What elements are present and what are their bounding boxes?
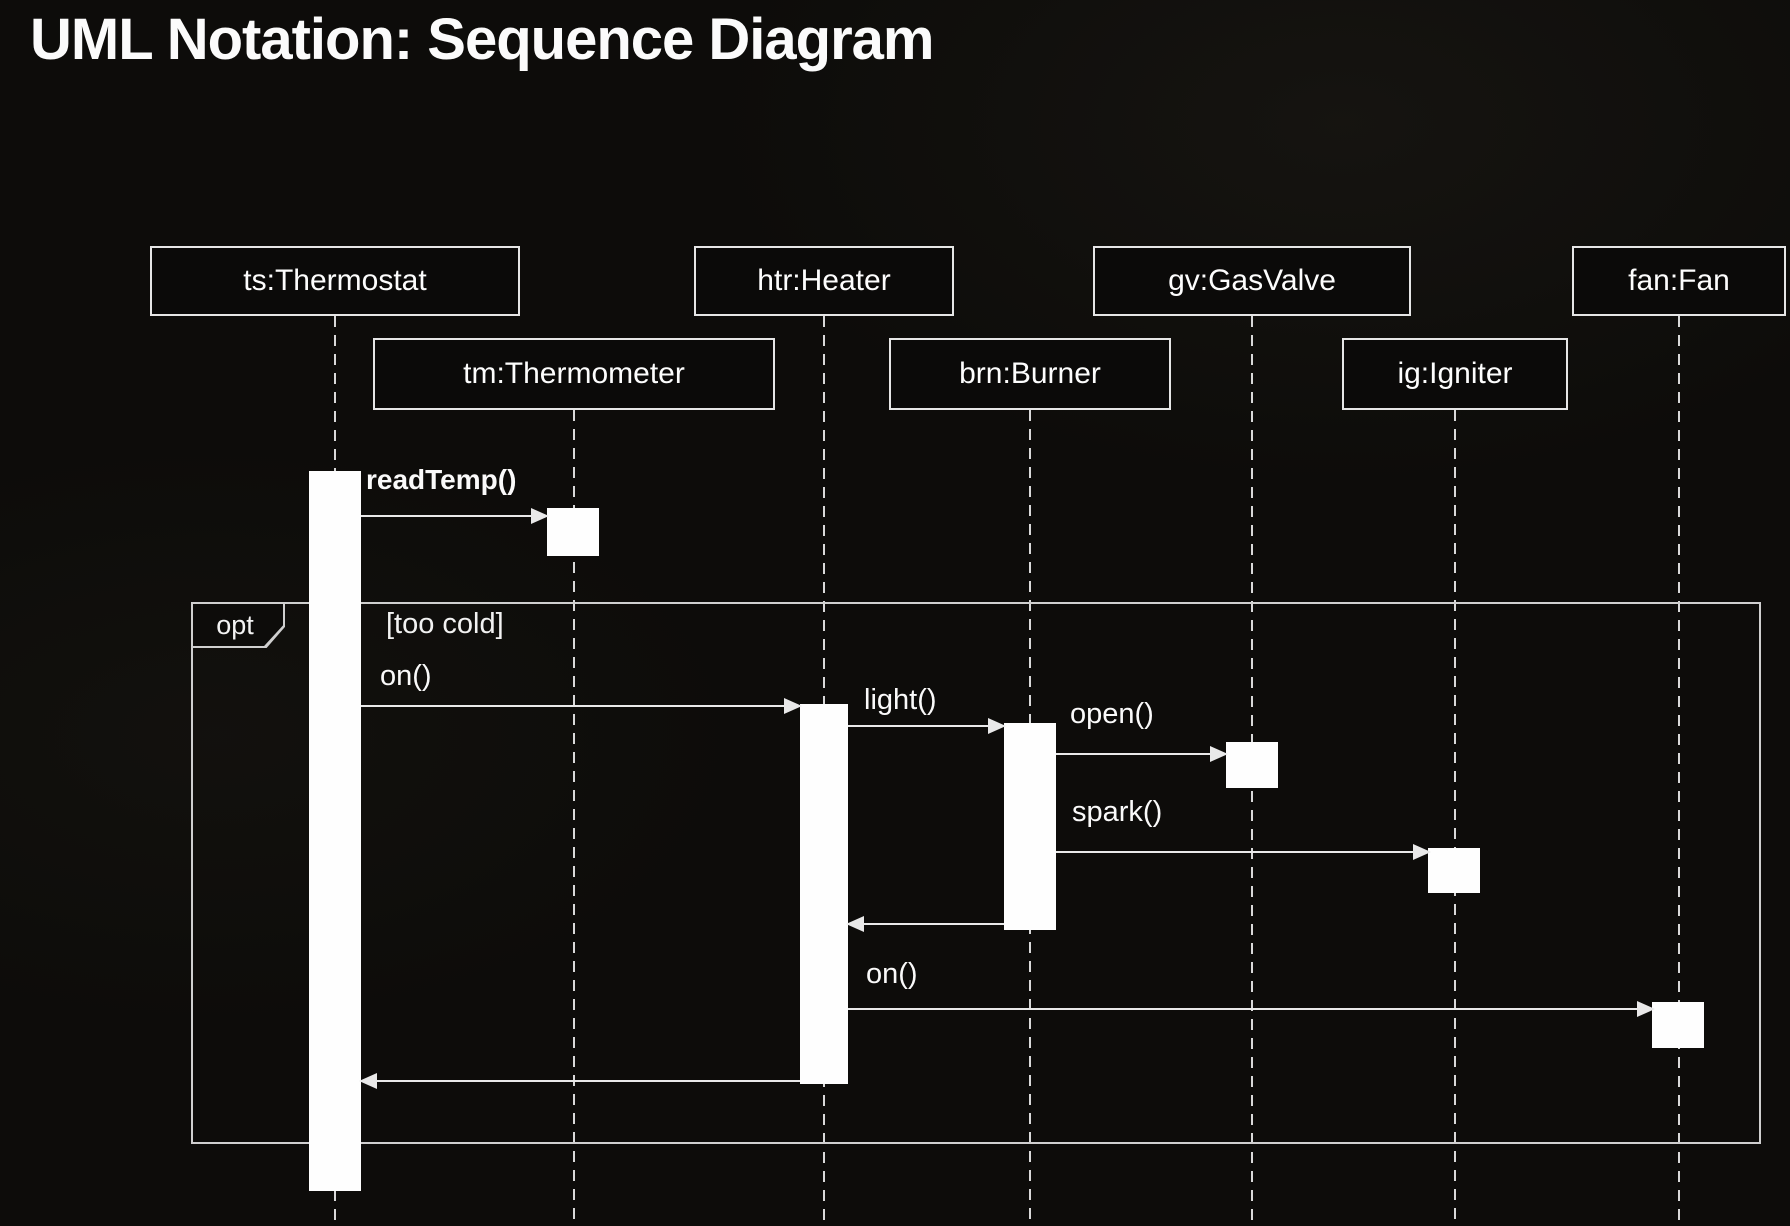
message-label-on-heater: on() — [380, 660, 432, 692]
activation-thermometer — [547, 508, 599, 556]
activation-heater — [800, 704, 848, 1084]
lifeline-label: gv:GasValve — [1168, 264, 1336, 297]
lifeline-header-heater: htr:Heater — [694, 246, 954, 316]
lifeline-label: fan:Fan — [1628, 264, 1730, 297]
arrowhead-right-icon — [1637, 1001, 1655, 1017]
activation-gasvalve — [1226, 742, 1278, 788]
activation-thermostat — [309, 471, 361, 1191]
message-label-spark: spark() — [1072, 796, 1163, 828]
lifeline-label: htr:Heater — [757, 264, 891, 297]
lifeline-header-burner: brn:Burner — [889, 338, 1171, 410]
lifeline-fan — [1678, 316, 1680, 1226]
lifeline-header-igniter: ig:Igniter — [1342, 338, 1568, 410]
activation-fan — [1652, 1002, 1704, 1048]
message-label-open: open() — [1070, 698, 1154, 730]
message-label-on-fan: on() — [866, 958, 918, 990]
arrowhead-left-icon — [846, 916, 864, 932]
opt-operator-label: opt — [193, 604, 283, 646]
activation-igniter — [1428, 848, 1480, 893]
message-arrow-readtemp — [361, 508, 549, 524]
activation-burner — [1004, 723, 1056, 930]
arrowhead-right-icon — [784, 698, 802, 714]
arrowhead-right-icon — [988, 718, 1006, 734]
lifeline-label: tm:Thermometer — [463, 357, 685, 390]
lifeline-label: ts:Thermostat — [243, 264, 427, 297]
arrowhead-right-icon — [531, 508, 549, 524]
lifeline-header-thermostat: ts:Thermostat — [150, 246, 520, 316]
arrowhead-right-icon — [1413, 844, 1431, 860]
guard-label: [too cold] — [386, 608, 504, 640]
lifeline-igniter — [1454, 410, 1456, 1226]
lifeline-thermometer — [573, 410, 575, 1226]
lifeline-label: brn:Burner — [959, 357, 1101, 390]
lifeline-header-thermometer: tm:Thermometer — [373, 338, 775, 410]
message-arrow-on-fan — [848, 1001, 1655, 1017]
arrowhead-right-icon — [1210, 746, 1228, 762]
message-label-readtemp: readTemp() — [366, 464, 517, 495]
message-arrow-light — [848, 718, 1006, 734]
page-title: UML Notation: Sequence Diagram — [30, 7, 934, 72]
message-arrow-spark — [1056, 844, 1431, 860]
message-label-light: light() — [864, 684, 937, 716]
opt-frame-tab: opt — [193, 604, 285, 648]
message-arrow-open — [1056, 746, 1228, 762]
lifeline-header-gasvalve: gv:GasValve — [1093, 246, 1411, 316]
arrowhead-left-icon — [359, 1073, 377, 1089]
lifeline-label: ig:Igniter — [1397, 357, 1513, 390]
return-arrow-burner-to-heater — [846, 916, 1004, 932]
lifeline-header-fan: fan:Fan — [1572, 246, 1786, 316]
message-arrow-on-heater — [361, 698, 802, 714]
return-arrow-heater-to-thermostat — [359, 1073, 800, 1089]
opt-frame — [191, 602, 1761, 1144]
